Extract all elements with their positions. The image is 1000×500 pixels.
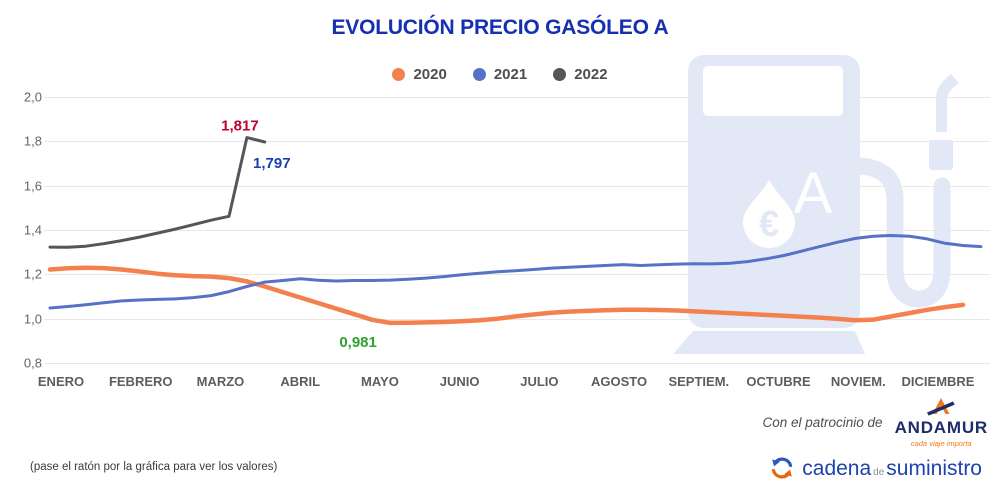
cadena-wordmark: cadena de suministro	[802, 458, 982, 479]
y-axis-tick-label: 1,0	[23, 311, 42, 327]
euro-symbol: €	[759, 203, 779, 244]
pump-nozzle-handle	[929, 140, 953, 170]
line-series-2021[interactable]	[48, 234, 983, 310]
y-axis-tick-label: 1,6	[23, 178, 42, 194]
brand-word-suministro: suministro	[886, 456, 982, 480]
andamur-mark-icon	[927, 398, 955, 416]
chart-legend: 2020 2021 2022	[0, 66, 1000, 83]
cadena-de-suministro-logo[interactable]: cadena de suministro	[770, 456, 982, 480]
line-series-2022[interactable]	[48, 136, 267, 249]
legend-dot-2022-icon	[553, 68, 567, 81]
andamur-tagline: cada viaje importa	[910, 438, 972, 448]
x-axis-month-label: AGOSTO	[591, 374, 648, 389]
x-axis-month-label: ENERO	[37, 374, 85, 389]
pump-screen	[703, 66, 843, 116]
gridline	[44, 185, 990, 187]
gridline	[44, 363, 990, 364]
legend-item-2022[interactable]: 2022	[553, 66, 608, 83]
x-axis-month-label: MARZO	[196, 374, 245, 389]
gridline	[44, 97, 990, 98]
x-axis-month-label: SEPTIEM.	[668, 374, 730, 389]
y-axis-tick-label: 1,8	[23, 133, 42, 149]
annotation-0,981: 0,981	[339, 334, 377, 351]
brand-word-cadena: cadena	[802, 456, 872, 480]
annotation-1,817: 1,817	[221, 118, 259, 135]
sponsor-block: Con el patrocinio de ANDAMUR cada viaje …	[762, 397, 988, 448]
x-axis-month-label: FEBRERO	[108, 374, 173, 389]
x-axis-month-label: DICIEMBRE	[901, 374, 975, 389]
x-axis-month-label: OCTUBRE	[746, 374, 811, 389]
gridline	[44, 141, 990, 143]
pump-base	[673, 331, 865, 354]
y-axis-tick-label: 1,4	[23, 222, 42, 238]
y-axis-tick-label: 1,2	[23, 266, 42, 282]
legend-label-2020: 2020	[413, 66, 447, 83]
legend-dot-2020-icon	[392, 68, 406, 81]
x-axis-month-label: JULIO	[520, 374, 559, 389]
y-axis-tick-label: 2,0	[23, 89, 42, 105]
y-axis-tick-label: 0,8	[23, 355, 42, 371]
pump-nozzle-tip	[936, 74, 959, 132]
annotation-1,797: 1,797	[253, 155, 291, 172]
gasoleo-a-letter: A	[794, 161, 833, 226]
legend-label-2021: 2021	[493, 66, 528, 83]
x-axis-month-label: NOVIEM.	[830, 374, 886, 389]
brand-word-de: de	[873, 466, 885, 478]
circular-arrows-icon	[772, 457, 793, 479]
andamur-wordmark: ANDAMUR	[894, 418, 988, 437]
legend-item-2021[interactable]: 2021	[472, 66, 528, 83]
legend-item-2020[interactable]: 2020	[392, 66, 447, 83]
hover-hint-text: (pase el ratón por la gráfica para ver l…	[30, 461, 278, 473]
gridline	[44, 230, 990, 231]
pump-hose	[851, 157, 951, 308]
legend-label-2022: 2022	[574, 66, 608, 83]
line-series-2020[interactable]	[47, 265, 966, 326]
andamur-logo[interactable]: ANDAMUR cada viaje importa	[895, 397, 988, 448]
x-axis-month-label: JUNIO	[439, 374, 480, 389]
x-axis-month-label: MAYO	[361, 374, 399, 389]
x-axis-month-label: ABRIL	[280, 374, 321, 389]
page-title: EVOLUCIÓN PRECIO GASÓLEO A	[331, 16, 669, 39]
sponsor-prefix-text: Con el patrocinio de	[762, 414, 883, 430]
legend-dot-2021-icon	[472, 68, 486, 81]
fuel-pump-watermark-icon: € A	[673, 55, 959, 354]
gridline	[44, 274, 990, 276]
euro-droplet-icon	[743, 180, 795, 248]
gridline	[44, 318, 990, 320]
